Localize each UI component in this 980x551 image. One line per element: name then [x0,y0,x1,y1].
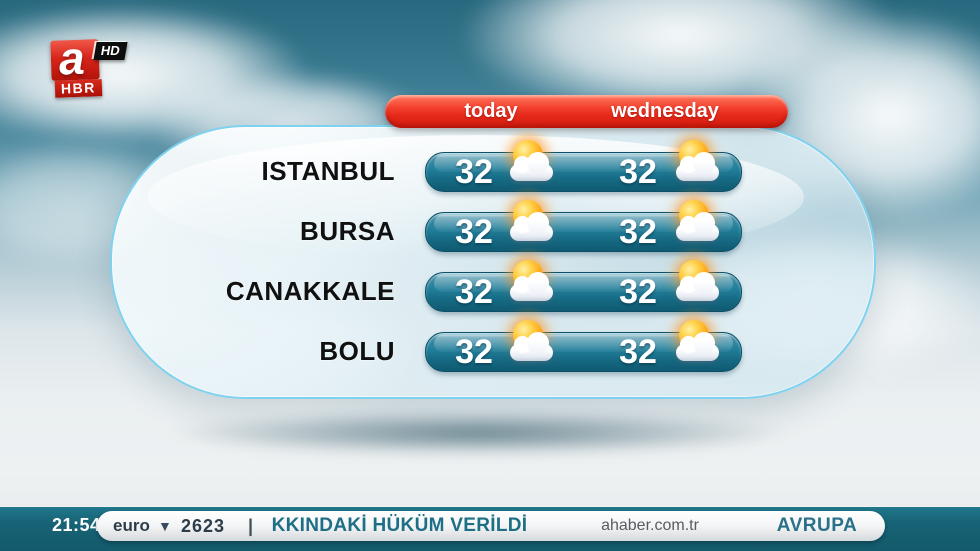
column-wednesday: wednesday [611,100,719,122]
temp-today: 32 [455,273,493,311]
day-column-header: today wednesday [385,95,788,128]
ticker-bar: 21:54 euro ▼ 2623 | KKINDAKİ HÜKÜM VERİL… [0,507,980,551]
temp-today: 32 [455,153,493,191]
temp-wednesday: 32 [619,333,657,371]
forecast-row-pill: 32 32 [425,200,742,252]
down-triangle-icon: ▼ [158,518,172,534]
forecast-row-pill: 32 32 [425,260,742,312]
city-label: ISTANBUL [261,156,395,186]
temp-today: 32 [455,213,493,251]
forecast-row-pill: 32 32 [425,320,742,372]
city-label: CANAKKALE [225,276,395,306]
forecast-row-pill: 32 32 [425,140,742,192]
city-label: BOLU [319,336,395,366]
sun-behind-cloud-icon [504,260,560,312]
news-category: AVRUPA [776,515,858,536]
sun-behind-cloud-icon [670,260,726,312]
column-today: today [464,100,518,122]
sun-behind-cloud-icon [670,140,726,192]
sun-behind-cloud-icon [504,200,560,252]
website-url: ahaber.com.tr [601,517,699,534]
hd-badge: HD [93,42,128,60]
sun-behind-cloud-icon [504,140,560,192]
currency-label: euro [113,516,150,535]
sun-behind-cloud-icon [504,320,560,372]
ticker-strip: euro ▼ 2623 | KKINDAKİ HÜKÜM VERİLDİ aha… [97,511,885,541]
logo-sub-label: HBR [54,79,103,98]
logo-letter: a [58,31,86,85]
temp-wednesday: 32 [619,273,657,311]
sun-behind-cloud-icon [670,320,726,372]
temp-today: 32 [455,333,493,371]
sun-behind-cloud-icon [670,200,726,252]
clock: 21:54 [52,515,101,535]
ticker-separator: | [248,516,254,536]
city-label: BURSA [300,216,395,246]
logo-red-box: a [50,32,100,85]
temp-wednesday: 32 [619,213,657,251]
channel-logo: a HD HBR [49,32,139,98]
news-headline: KKINDAKİ HÜKÜM VERİLDİ [271,515,528,536]
currency-value: 2623 [181,516,226,536]
temp-wednesday: 32 [619,153,657,191]
panel-drop-shadow [168,410,788,456]
